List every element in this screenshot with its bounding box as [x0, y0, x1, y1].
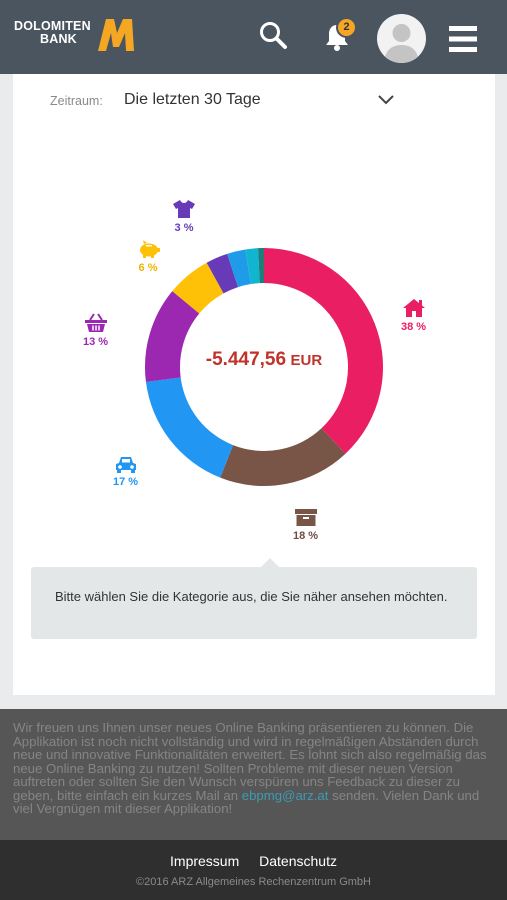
category-shopping[interactable]: 13 %	[83, 313, 108, 348]
logo-line2: BANK	[40, 32, 77, 46]
avatar[interactable]	[377, 14, 426, 63]
donut-slice-4[interactable]	[172, 262, 224, 314]
beta-notice: Wir freuen uns Ihnen unser neues Online …	[0, 709, 507, 840]
info-box: Bitte wählen Sie die Kategorie aus, die …	[31, 558, 477, 639]
expense-donut-chart[interactable]	[144, 247, 384, 487]
category-savings-percent: 6 %	[138, 262, 158, 274]
logo-mark-icon	[98, 19, 134, 51]
notice-text-main: Wir freuen uns Ihnen unser neues Online …	[13, 720, 487, 803]
total-amount-value: -5.447,56	[205, 349, 287, 370]
info-text: Bitte wählen Sie die Kategorie aus, die …	[55, 589, 448, 604]
notice-text-end: senden. Vielen Dank und viel Vergnügen m…	[13, 787, 480, 816]
donut-slice-6[interactable]	[227, 249, 251, 288]
piggy-bank-icon	[140, 240, 160, 258]
archive-icon	[294, 509, 317, 526]
donut-slice-1[interactable]	[220, 428, 346, 486]
basket-icon	[84, 313, 107, 332]
category-housing-percent: 38 %	[401, 321, 427, 333]
car-icon	[115, 457, 136, 473]
period-label: Zeitraum:	[50, 94, 103, 108]
total-amount: -5.447,56 EUR	[144, 349, 384, 371]
period-select[interactable]: Die letzten 30 Tage	[124, 91, 261, 108]
search-icon[interactable]	[258, 20, 288, 50]
shirt-icon	[173, 200, 195, 218]
notice-text: Wir freuen uns Ihnen unser neues Online …	[13, 721, 499, 816]
page-footer: Impressum Datenschutz ©2016 ARZ Allgemei…	[0, 840, 507, 900]
main-card: Zeitraum: Die letzten 30 Tage -5.447,56 …	[13, 74, 495, 695]
info-box-arrow	[261, 558, 279, 567]
category-shopping-percent: 13 %	[83, 336, 109, 348]
impressum-link[interactable]: Impressum	[170, 853, 240, 869]
user-silhouette-icon	[384, 24, 419, 63]
category-archive[interactable]: 18 %	[293, 507, 318, 542]
donut-slice-5[interactable]	[206, 253, 239, 294]
donut-slice-7[interactable]	[245, 248, 260, 285]
datenschutz-link[interactable]: Datenschutz	[259, 853, 337, 869]
feedback-email-link[interactable]: ebpmg@arz.at	[241, 787, 329, 803]
notification-badge: 2	[336, 17, 357, 38]
donut-slice-0[interactable]	[264, 248, 383, 454]
copyright: ©2016 ARZ Allgemeines Rechenzentrum GmbH	[136, 876, 371, 888]
donut-slice-2[interactable]	[145, 377, 234, 478]
category-archive-percent: 18 %	[293, 530, 319, 542]
app-header: DOLOMITEN BANK 2	[0, 0, 507, 74]
category-car[interactable]: 17 %	[113, 455, 138, 488]
logo-line1: DOLOMITEN	[14, 19, 91, 33]
category-savings[interactable]: 6 %	[136, 239, 160, 274]
category-car-percent: 17 %	[113, 476, 139, 488]
category-housing[interactable]: 38 %	[401, 298, 426, 333]
chevron-down-icon[interactable]	[377, 92, 395, 106]
footer-links: Impressum Datenschutz	[0, 853, 507, 869]
donut-slice-3[interactable]	[145, 291, 200, 382]
category-clothing[interactable]: 3 %	[172, 199, 196, 234]
category-clothing-percent: 3 %	[174, 222, 194, 234]
total-amount-currency: EUR	[290, 352, 323, 369]
donut-slice-8[interactable]	[258, 248, 264, 284]
menu-icon[interactable]	[449, 24, 477, 54]
home-icon	[402, 299, 425, 317]
